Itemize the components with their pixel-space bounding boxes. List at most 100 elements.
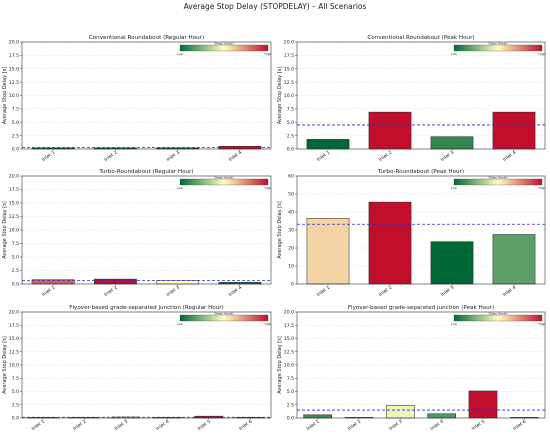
x-tick-label: Inlet 2 (347, 419, 362, 432)
y-tick-label: 10.0 (9, 93, 19, 99)
y-tick-label: 5.0 (287, 120, 294, 126)
y-tick-label: 7.5 (12, 107, 19, 113)
plot-frame (21, 175, 272, 285)
colorbar (179, 314, 269, 322)
y-tick-label: 10.0 (9, 363, 19, 369)
colorbar-low-label: Low (177, 186, 183, 190)
y-tick-label: 15.0 (284, 336, 294, 342)
y-tick-label: 15.0 (9, 336, 19, 342)
y-tick-label: 20.0 (9, 40, 19, 46)
y-tick-label: 2.5 (12, 268, 19, 274)
y-tick-label: 10.0 (284, 363, 294, 369)
y-tick-label: 0.0 (287, 147, 294, 153)
x-tick-label: Inlet 1 (316, 150, 331, 163)
y-axis-label: Average Stop Delay [s] (2, 67, 8, 125)
y-tick-label: 2.5 (287, 133, 294, 139)
x-tick-label: Inlet 2 (72, 419, 87, 432)
y-tick-label: 0 (291, 282, 294, 288)
colorbar-title: Delay (level) (488, 41, 507, 45)
y-tick-label: 17.5 (9, 187, 19, 193)
y-tick-label: 7.5 (12, 376, 19, 382)
bar-inlet-3 (430, 241, 474, 285)
colorbar-high-label: High (265, 322, 272, 326)
y-tick-label: 12.5 (284, 80, 294, 86)
y-axis-label: Average Stop Delay [s] (2, 336, 8, 394)
y-tick-label: 20 (288, 246, 294, 252)
x-tick-label: Inlet 5 (471, 419, 486, 432)
colorbar (179, 178, 269, 186)
bar-inlet-3 (430, 136, 474, 150)
figure-title: Average Stop Delay (STOPDELAY) – All Sce… (183, 2, 367, 11)
y-tick-label: 7.5 (287, 376, 294, 382)
colorbar-low-label: Low (451, 322, 457, 326)
plot-frame (296, 41, 546, 150)
y-axis-label: Average Stop Delay [s] (277, 67, 283, 125)
x-tick-label: Inlet 3 (165, 285, 180, 298)
colorbar-title: Delay (level) (214, 41, 233, 45)
y-tick-label: 20.0 (284, 40, 294, 46)
bar-inlet-4 (492, 111, 536, 150)
x-tick-label: Inlet 2 (378, 150, 393, 163)
x-tick-label: Inlet 1 (305, 419, 320, 432)
x-tick-label: Inlet 3 (165, 150, 180, 163)
y-tick-label: 5.0 (12, 255, 19, 261)
chart-panel-6: Flyover-based grade-separated junction (… (277, 305, 546, 432)
x-tick-label: Inlet 5 (197, 419, 212, 432)
y-tick-label: 10.0 (9, 228, 19, 234)
colorbar-low-label: Low (177, 52, 183, 56)
y-tick-label: 0.0 (287, 416, 294, 422)
y-tick-label: 2.5 (287, 402, 294, 408)
x-tick-label: Inlet 1 (41, 285, 56, 298)
bar-inlet-4 (492, 234, 536, 285)
x-tick-label: Inlet 3 (440, 285, 455, 298)
x-tick-label: Inlet 4 (429, 419, 444, 432)
y-tick-label: 10 (288, 264, 294, 270)
y-tick-label: 17.5 (284, 323, 294, 329)
y-tick-label: 7.5 (287, 107, 294, 113)
chart-title: Conventional Roundabout (Regular Hour) (89, 35, 204, 41)
y-tick-label: 50 (288, 192, 294, 198)
colorbar-high-label: High (539, 52, 546, 56)
chart-title: Flyover-based grade-separated junction (… (348, 305, 494, 311)
colorbar (453, 314, 543, 322)
y-tick-label: 5.0 (12, 120, 19, 126)
chart-panel-1: Conventional Roundabout (Regular Hour) 0.… (2, 35, 272, 163)
y-axis-label: Average Stop Delay [s] (277, 336, 283, 394)
colorbar (179, 44, 269, 52)
y-tick-label: 12.5 (9, 80, 19, 86)
chart-panel-4: Turbo-Roundabout (Peak Hour) 0 10 20 30 40 50 6… (277, 169, 546, 298)
bar-inlet-4 (427, 413, 456, 419)
y-tick-label: 2.5 (12, 133, 19, 139)
y-tick-label: 15.0 (9, 201, 19, 207)
plot-frame (296, 311, 546, 419)
y-tick-label: 60 (288, 174, 294, 180)
y-tick-label: 5.0 (12, 389, 19, 395)
x-tick-label: Inlet 6 (512, 419, 527, 432)
colorbar (453, 178, 543, 186)
bar-inlet-3 (156, 280, 200, 285)
chart-panel-5: Flyover-based grade-separated junction (… (2, 305, 272, 432)
bar-inlet-1 (306, 139, 350, 150)
y-tick-label: 2.5 (12, 402, 19, 408)
bar-inlet-3 (386, 405, 415, 419)
colorbar-low-label: Low (177, 322, 183, 326)
colorbar-high-label: High (539, 186, 546, 190)
colorbar-high-label: High (265, 52, 272, 56)
y-tick-label: 20.0 (9, 174, 19, 180)
x-tick-label: Inlet 1 (31, 419, 46, 432)
colorbar-low-label: Low (451, 52, 457, 56)
x-tick-label: Inlet 4 (502, 150, 517, 163)
y-tick-label: 12.5 (9, 214, 19, 220)
x-tick-label: Inlet 2 (378, 285, 393, 298)
colorbar-high-label: High (539, 322, 546, 326)
chart-panel-3: Turbo-Roundabout (Regular Hour) 0.0 2.5 5.0… (2, 169, 272, 298)
colorbar-low-label: Low (451, 186, 457, 190)
y-tick-label: 17.5 (9, 53, 19, 59)
chart-title: Turbo-Roundabout (Regular Hour) (98, 169, 193, 175)
x-tick-label: Inlet 4 (155, 419, 170, 432)
x-tick-label: Inlet 3 (388, 419, 403, 432)
chart-panel-2: Conventional Roundabout (Peak Hour) 0.0 2.… (277, 35, 546, 163)
bar-inlet-1 (303, 414, 332, 419)
bar-inlet-1 (306, 218, 350, 285)
